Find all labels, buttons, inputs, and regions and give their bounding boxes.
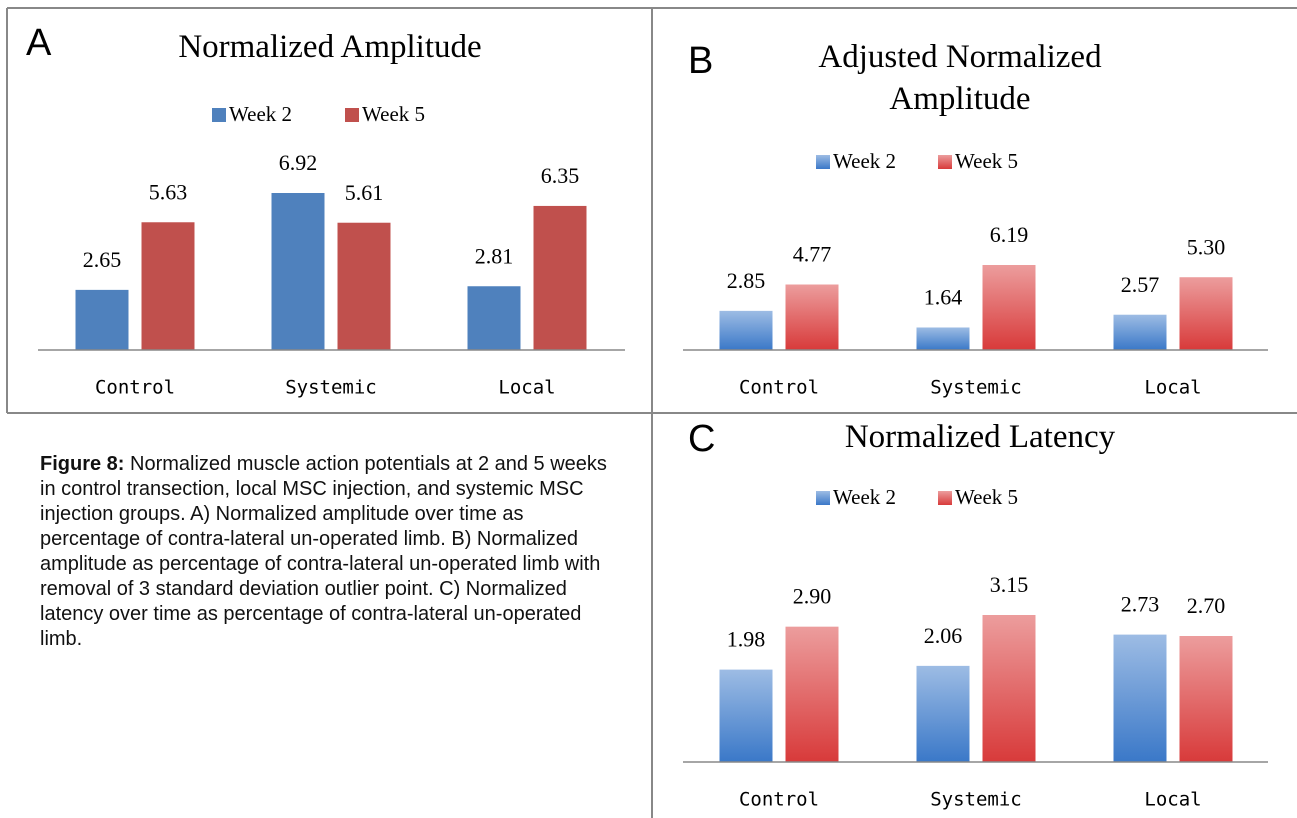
bar [141,222,195,350]
caption-text: Normalized muscle action potentials at 2… [40,453,607,650]
data-label: 2.57 [1121,272,1160,297]
x-tick-label: Control [95,377,175,399]
data-label: 6.19 [990,222,1029,247]
bar [982,265,1036,350]
panel-letter: C [688,418,716,460]
legend-swatch [345,108,359,122]
legend-label: Week 2 [833,149,896,173]
bar [719,310,773,350]
data-label: 2.06 [924,623,963,648]
x-tick-label: Systemic [930,789,1022,811]
x-tick-label: Local [1144,377,1201,399]
chart-title: Normalized Amplitude [178,29,482,65]
bar [1113,314,1167,350]
data-label: 4.77 [793,242,832,267]
chart-title: Adjusted Normalized Amplitude [818,39,1102,117]
bar [533,205,587,350]
data-label: 1.64 [924,285,963,310]
bar [1179,636,1233,762]
data-label: 2.85 [727,268,766,293]
legend-swatch [816,155,830,169]
data-label: 2.65 [83,247,122,272]
panel-letter: A [26,22,52,64]
legend-label: Week 5 [362,102,425,126]
bar [785,626,839,762]
x-tick-label: Local [1144,789,1201,811]
bar [467,286,521,350]
data-label: 3.15 [990,572,1029,597]
bar [719,669,773,762]
caption: Figure 8: Normalized muscle action poten… [40,452,615,652]
panel-letter: B [688,40,714,82]
data-label: 5.63 [149,179,188,204]
legend-label: Week 2 [229,102,292,126]
legend-swatch [938,155,952,169]
legend-swatch [816,491,830,505]
legend-label: Week 5 [955,485,1018,509]
data-label: 2.70 [1187,593,1226,618]
x-tick-label: Systemic [930,377,1022,399]
legend-swatch [212,108,226,122]
data-label: 6.35 [541,163,580,188]
data-label: 2.73 [1121,592,1160,617]
data-label: 5.61 [345,180,384,205]
legend-swatch [938,491,952,505]
bar [271,193,325,350]
data-label: 2.81 [475,243,514,268]
data-label: 2.90 [793,584,832,609]
bar [785,284,839,350]
bar [75,289,129,350]
data-label: 5.30 [1187,234,1226,259]
x-tick-label: Control [739,789,819,811]
bar [1179,277,1233,350]
data-label: 6.92 [279,150,318,175]
bar [1113,634,1167,762]
legend-label: Week 5 [955,149,1018,173]
data-label: 1.98 [727,627,766,652]
bar [982,615,1036,762]
bar [337,222,391,350]
bar [916,327,970,350]
legend-label: Week 2 [833,485,896,509]
x-tick-label: Local [498,377,555,399]
chart-title: Normalized Latency [844,419,1116,455]
bar [916,665,970,762]
caption-label: Figure 8: [40,453,125,475]
x-tick-label: Control [739,377,819,399]
x-tick-label: Systemic [285,377,377,399]
